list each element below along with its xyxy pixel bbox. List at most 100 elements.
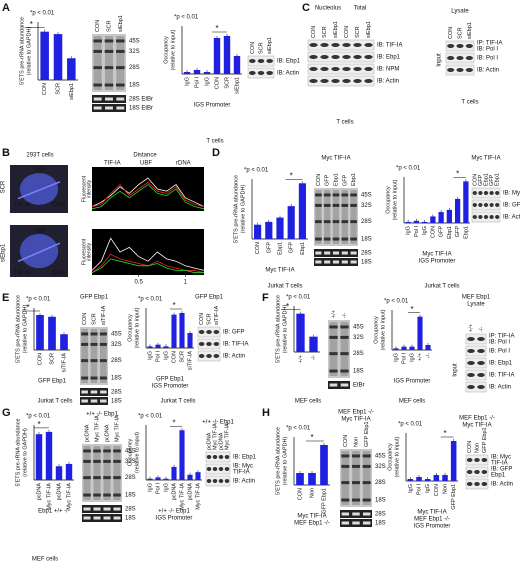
band: [350, 251, 357, 255]
bar: [463, 181, 469, 223]
group-label: IGS Promoter: [419, 259, 456, 265]
band: [340, 325, 349, 329]
row-label: 18S: [361, 260, 372, 266]
row-label: IB: Myc: [491, 455, 511, 461]
band: [83, 493, 91, 497]
row-label: 28S: [361, 219, 372, 225]
profile-line: [91, 181, 205, 207]
lane-label: GFP: [489, 174, 495, 186]
category-label: +/+: [298, 355, 304, 363]
row-label: 18S: [125, 516, 136, 522]
panel-letter: F: [262, 292, 269, 304]
blot-title: +/+ -/- Ebp1: [86, 412, 118, 418]
blot-title: MEF Ebp1 -/-: [338, 410, 374, 416]
category-label: CON: [434, 484, 440, 496]
gel-lane: [81, 329, 88, 383]
band: [332, 251, 340, 255]
row-label: IB: Ebp1: [277, 59, 301, 65]
band: [362, 481, 371, 485]
bar: [187, 474, 193, 480]
category-label: IgG: [393, 353, 399, 362]
bar: [308, 473, 316, 485]
gel-lane: [362, 451, 371, 505]
row-label: 45S: [353, 325, 364, 331]
etbr-strip: [82, 514, 122, 522]
band: [477, 337, 485, 341]
row-label: 28S: [353, 351, 364, 357]
gel-lane: [116, 36, 125, 90]
category-label: IgG: [425, 484, 431, 493]
panel: H*p < 0.015'ETS pre-rRNA abundance (relat…: [262, 407, 513, 530]
bar: [45, 431, 53, 480]
row-label: 18S EtBr: [129, 106, 153, 112]
lane-label: CON: [448, 27, 454, 39]
band: [341, 260, 348, 264]
category-label: CON: [297, 488, 303, 500]
y-axis-label: Occupancy: [385, 186, 391, 214]
band: [331, 79, 340, 83]
band: [81, 342, 89, 346]
y-axis-label: (relative to GAPDH): [26, 27, 32, 76]
bar: [433, 475, 440, 481]
group-label: Myc TIF-IA: [417, 510, 446, 516]
lane-label: Non: [353, 437, 359, 447]
band: [116, 66, 125, 70]
band: [105, 97, 113, 101]
row-label: IB: Myc: [233, 464, 253, 470]
band: [113, 476, 121, 480]
band: [341, 203, 349, 207]
gel-lane: [105, 36, 113, 90]
lane-label: GFP Ebp1: [364, 421, 370, 447]
gel-lane: [341, 190, 348, 244]
band: [315, 203, 322, 207]
row-label: 28S: [129, 65, 140, 71]
lane-label: SCR: [457, 27, 463, 39]
band: [113, 449, 121, 453]
row-label: 18S: [361, 237, 372, 243]
lane-label: Ebp1: [351, 173, 357, 186]
gel-lane: [315, 190, 322, 244]
band: [99, 359, 107, 363]
band: [81, 399, 88, 403]
bar: [35, 434, 43, 480]
row-label: IB: Ebp1: [489, 361, 513, 367]
panel: F *p < 0.015'ETS pre-rRNA abundance (relat…: [262, 292, 515, 405]
band: [249, 59, 256, 63]
band: [212, 479, 218, 483]
lane-label: Myc TIF-IA: [114, 415, 120, 442]
row-label: 45S: [375, 454, 386, 460]
category-label: CON: [42, 83, 48, 95]
band: [206, 467, 212, 471]
lane-label: SCR: [106, 20, 112, 32]
band: [100, 399, 107, 403]
nucleus: [19, 173, 59, 205]
row-label: 28S: [375, 480, 386, 486]
bar: [296, 473, 304, 485]
band: [198, 342, 205, 346]
category-label: CON: [430, 226, 436, 238]
band: [332, 193, 340, 197]
band: [103, 516, 111, 520]
row-label: 28S EtBr: [129, 97, 153, 103]
caption: T cells: [461, 100, 478, 106]
band: [93, 49, 102, 53]
band: [315, 193, 322, 197]
caption: UBF: [34, 167, 46, 173]
band: [320, 67, 329, 71]
gel-lane: [332, 190, 340, 244]
band: [483, 191, 489, 195]
band: [83, 449, 91, 453]
legend-entry: rDNA: [176, 161, 191, 167]
group-label: IGS Promoter: [156, 516, 193, 522]
row-label: 32S: [125, 459, 136, 465]
bar: [40, 31, 49, 81]
band: [329, 369, 338, 373]
category-label: CON: [255, 242, 261, 254]
bar: [421, 221, 428, 223]
category-label: Non: [442, 484, 448, 494]
band: [320, 43, 329, 47]
gel-lane: [113, 446, 121, 500]
band: [351, 498, 361, 502]
band: [329, 335, 338, 339]
bar: [417, 316, 423, 350]
